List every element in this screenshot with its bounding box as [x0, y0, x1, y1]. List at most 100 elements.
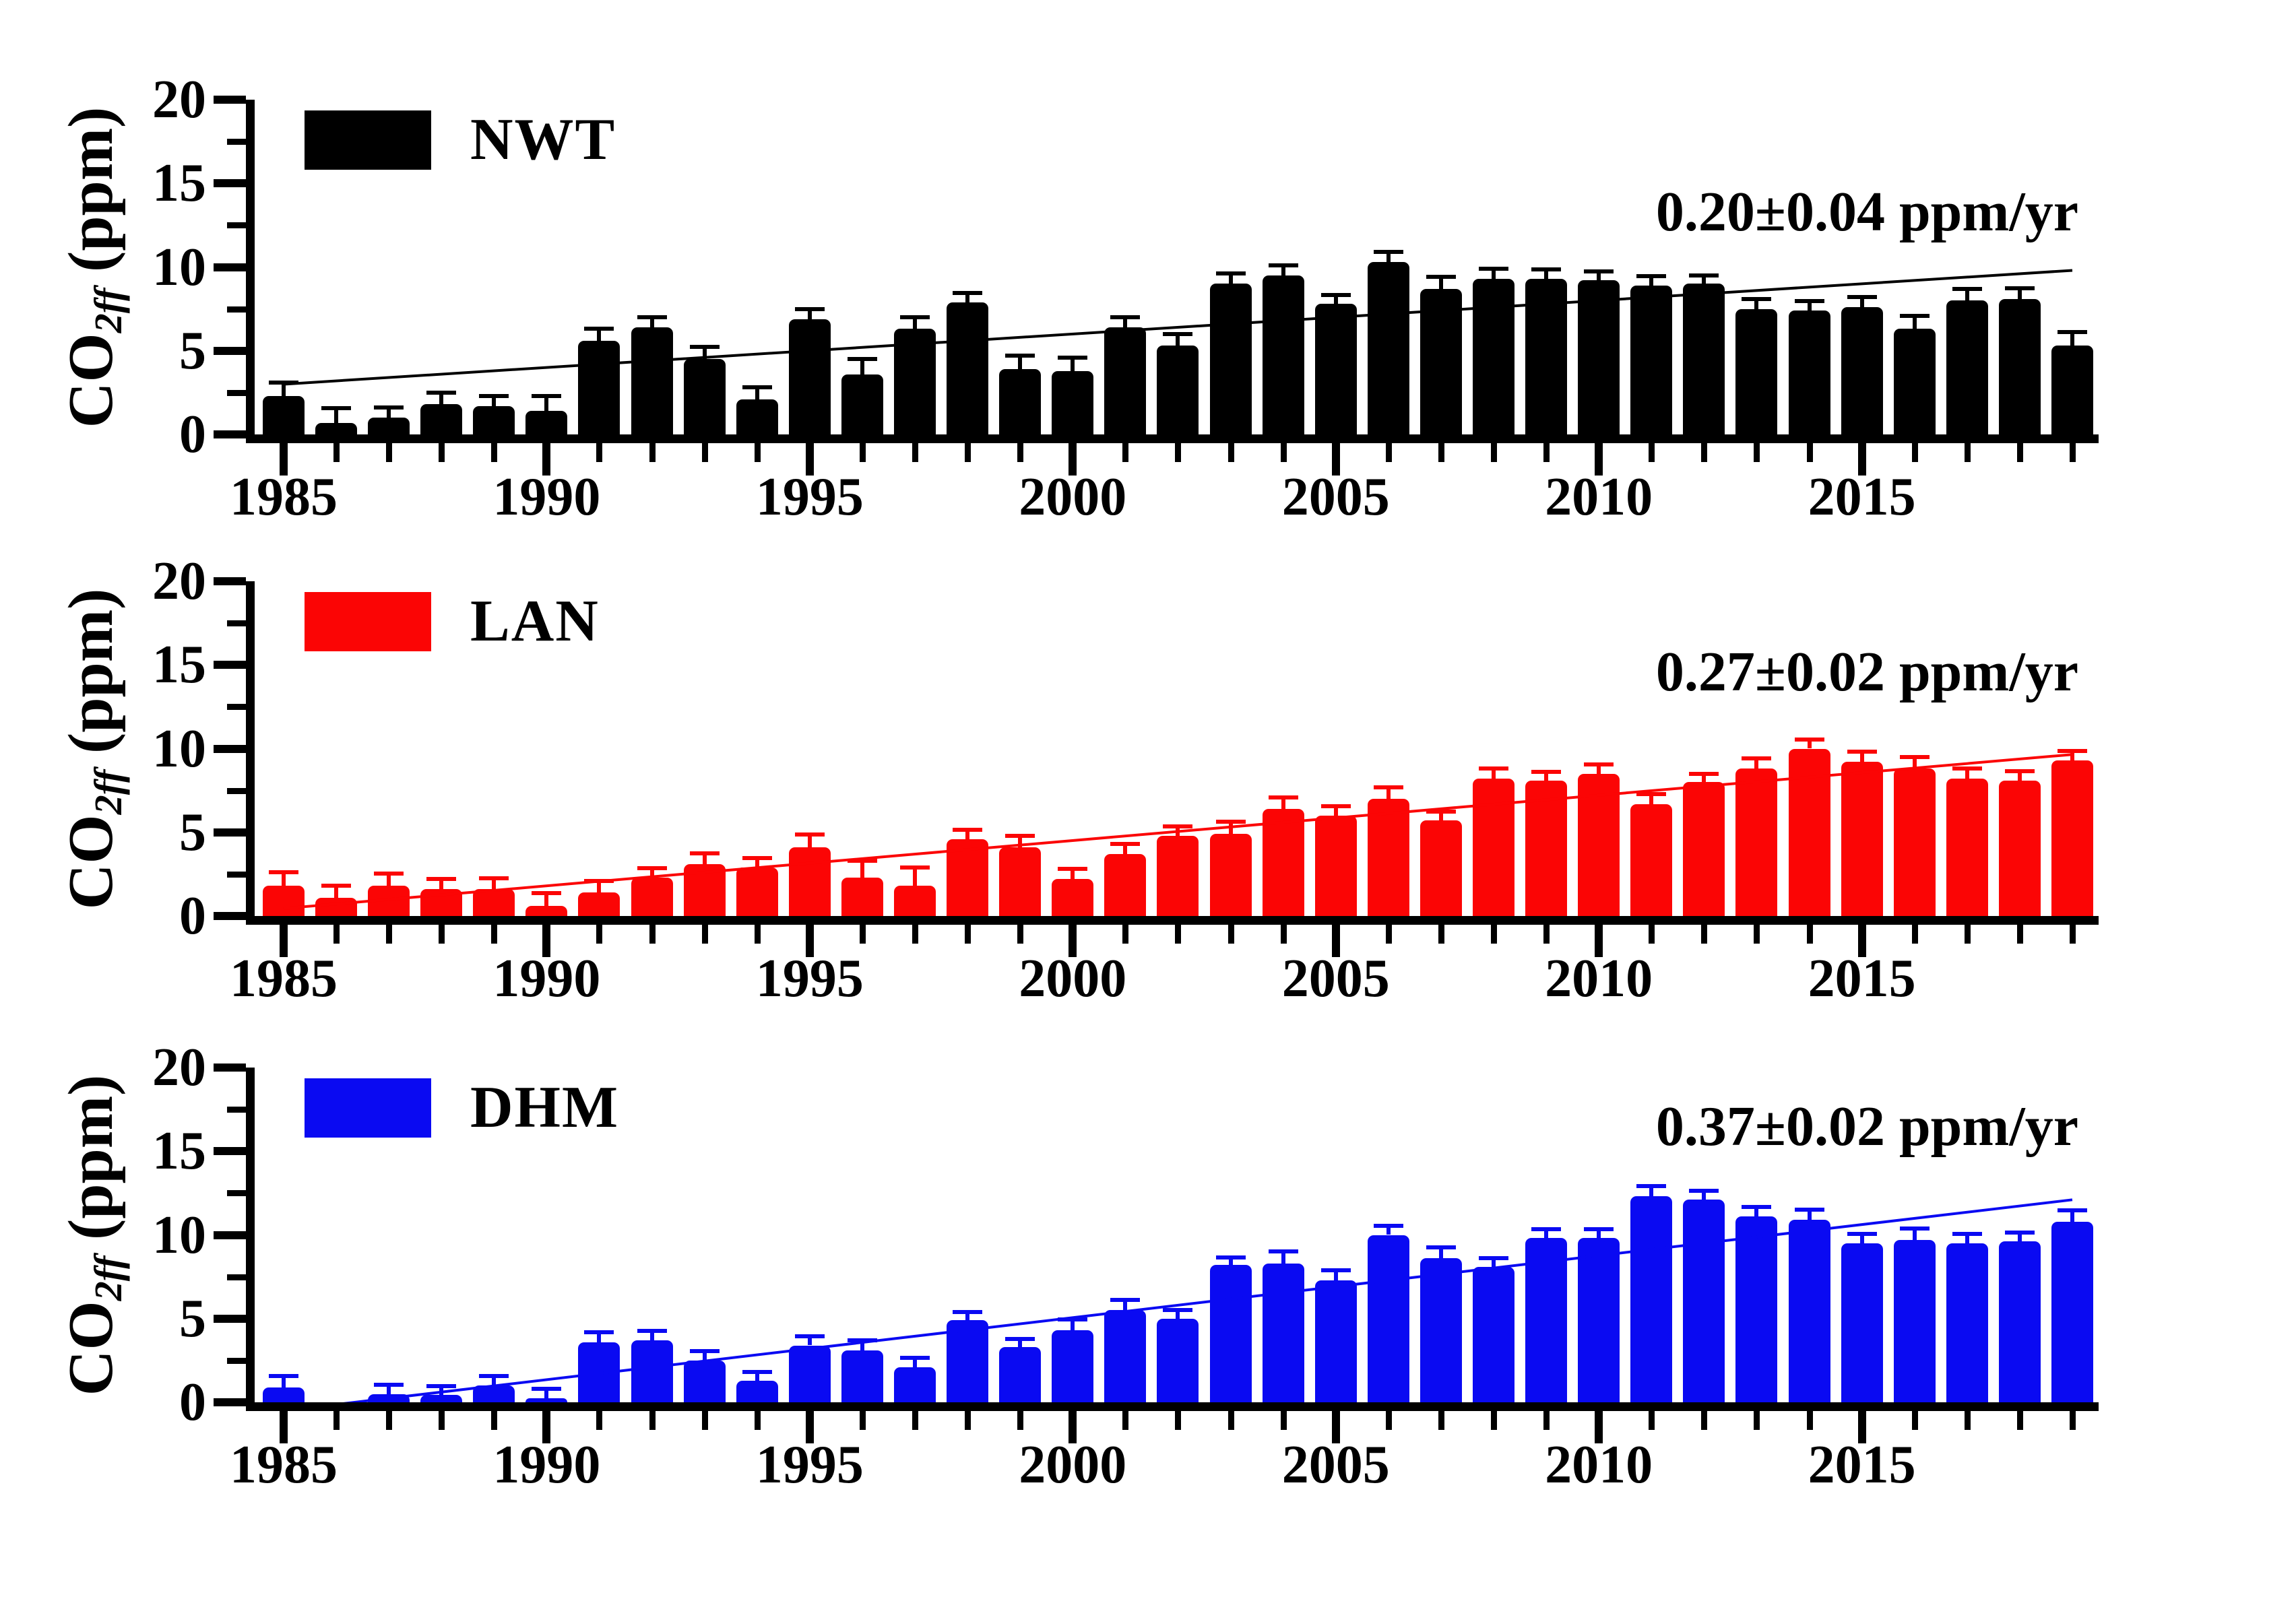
y-major-tick-15 [214, 179, 246, 188]
x-minor-tick-2009 [1543, 1411, 1550, 1430]
x-minor-tick-1986 [333, 925, 340, 944]
error-bar-cap-1995 [794, 306, 825, 311]
x-minor-tick-2012 [1701, 925, 1708, 944]
error-bar-cap-1988 [426, 1384, 457, 1389]
x-minor-tick-2013 [1754, 925, 1760, 944]
x-minor-tick-2007 [1438, 925, 1444, 944]
error-bar-stem-1992 [649, 868, 654, 878]
error-bar-stem-1995 [807, 1336, 812, 1346]
error-bar-cap-2008 [1478, 266, 1508, 271]
x-tick-label-2010: 2010 [1545, 1435, 1653, 1495]
error-bar-stem-2006 [1386, 1225, 1391, 1235]
x-minor-tick-1998 [965, 925, 971, 944]
bar-nwt-1990 [525, 411, 568, 434]
x-minor-tick-1988 [439, 1411, 445, 1430]
x-tick-label-1995: 1995 [755, 949, 864, 1008]
bar-dhm-2010 [1578, 1238, 1620, 1402]
error-bar-stem-2018 [2017, 288, 2022, 299]
bar-dhm-2000 [1052, 1330, 1094, 1402]
error-bar-cap-1989 [479, 1374, 509, 1379]
x-minor-tick-2017 [1964, 443, 1971, 462]
error-bar-stem-1990 [544, 395, 549, 412]
error-bar-stem-2011 [1649, 1186, 1654, 1197]
bar-dhm-2009 [1525, 1238, 1568, 1402]
x-tick-label-2015: 2015 [1808, 467, 1916, 527]
error-bar-cap-2005 [1320, 292, 1351, 297]
bar-lan-1986 [315, 897, 358, 916]
error-bar-stem-2007 [1438, 811, 1443, 821]
error-bar-stem-1988 [439, 879, 444, 890]
error-bar-cap-1987 [374, 1382, 404, 1387]
y-minor-tick-2.5 [227, 389, 246, 396]
y-axis-label-nwt: CO2ff (ppm) [56, 106, 140, 428]
bar-nwt-2012 [1683, 284, 1725, 434]
x-minor-tick-2006 [1385, 1411, 1392, 1430]
y-axis-label-suffix: (ppm) [56, 1074, 127, 1256]
x-minor-tick-1998 [965, 1411, 971, 1430]
error-bar-cap-1988 [426, 390, 457, 395]
error-bar-cap-2001 [1110, 315, 1141, 320]
x-tick-label-2015: 2015 [1808, 1435, 1916, 1495]
y-major-tick-5 [214, 346, 246, 355]
bar-nwt-2008 [1472, 278, 1514, 434]
legend-lan: LAN [305, 592, 600, 651]
error-bar-stem-1995 [807, 308, 812, 319]
error-bar-cap-1994 [742, 856, 772, 861]
bar-nwt-1994 [736, 399, 778, 434]
y-major-tick-10 [214, 263, 246, 271]
error-bar-stem-1997 [913, 1358, 917, 1367]
bar-nwt-2019 [2051, 346, 2093, 434]
error-bar-cap-1993 [689, 344, 720, 349]
error-bar-stem-2018 [2017, 771, 2022, 781]
error-bar-cap-1990 [532, 891, 562, 896]
bar-lan-2018 [1998, 780, 2041, 916]
x-minor-tick-2006 [1385, 925, 1392, 944]
y-tick-label-20: 20 [152, 1038, 206, 1097]
bar-nwt-2004 [1262, 275, 1304, 434]
x-minor-tick-2017 [1964, 925, 1971, 944]
y-major-tick-0 [214, 912, 246, 920]
bar-dhm-2017 [1946, 1243, 1988, 1402]
error-bar-stem-2005 [1333, 1270, 1338, 1280]
bar-lan-2015 [1841, 762, 1883, 916]
error-bar-stem-2008 [1491, 268, 1496, 279]
x-minor-tick-2002 [1175, 1411, 1182, 1430]
bar-nwt-1996 [841, 374, 883, 434]
error-bar-stem-2012 [1702, 1190, 1707, 1200]
error-bar-cap-2006 [1373, 250, 1403, 255]
x-major-tick-1995 [805, 925, 814, 957]
bar-nwt-1985 [262, 395, 305, 434]
error-bar-cap-2015 [1847, 1232, 1877, 1237]
x-tick-label-1990: 1990 [492, 467, 601, 527]
bar-dhm-1990 [525, 1398, 568, 1402]
y-axis-label-prefix: CO [56, 332, 127, 428]
x-tick-label-1985: 1985 [229, 1435, 338, 1495]
x-minor-tick-2002 [1175, 925, 1182, 944]
x-minor-tick-1988 [439, 443, 445, 462]
error-bar-stem-2008 [1491, 1258, 1496, 1267]
bar-dhm-1997 [894, 1367, 936, 1402]
x-tick-label-2005: 2005 [1281, 467, 1390, 527]
x-minor-tick-2018 [2016, 443, 2023, 462]
y-minor-tick-7.5 [227, 306, 246, 313]
error-bar-stem-2002 [1176, 1310, 1180, 1319]
legend-swatch-dhm [305, 1078, 431, 1138]
error-bar-stem-2019 [2070, 1210, 2074, 1222]
error-bar-cap-1999 [1005, 354, 1035, 358]
error-bar-stem-2006 [1386, 252, 1391, 263]
error-bar-stem-2019 [2070, 332, 2074, 346]
x-minor-tick-2019 [2069, 443, 2076, 462]
x-minor-tick-1997 [912, 443, 918, 462]
bar-lan-1996 [841, 877, 883, 916]
error-bar-stem-2009 [1544, 269, 1549, 279]
x-minor-tick-2011 [1649, 925, 1655, 944]
error-bar-stem-2016 [1912, 315, 1917, 329]
error-bar-stem-1994 [755, 1372, 759, 1381]
error-bar-cap-2002 [1163, 1308, 1193, 1313]
error-bar-cap-1997 [900, 315, 930, 320]
error-bar-cap-1990 [532, 393, 562, 398]
x-minor-tick-1999 [1017, 443, 1024, 462]
x-tick-label-1990: 1990 [492, 1435, 601, 1495]
x-minor-tick-2007 [1438, 1411, 1444, 1430]
x-minor-tick-2019 [2069, 925, 2076, 944]
